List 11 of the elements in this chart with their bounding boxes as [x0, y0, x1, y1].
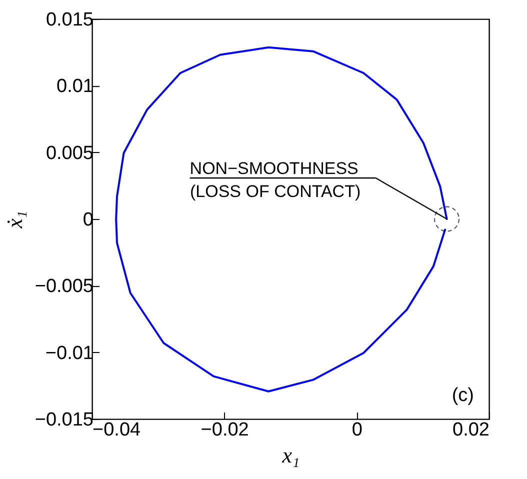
x-axis-title: x₁ — [281, 442, 300, 468]
annotation: NON−SMOOTHNESS — [190, 159, 358, 178]
x-tick-label: 0.02 — [452, 420, 490, 440]
x-tick-label: 0 — [352, 420, 362, 440]
x-tick-label: −0.02 — [200, 420, 249, 440]
y-axis-title: ẋ₁ — [2, 210, 27, 230]
y-tick-label: 0.015 — [46, 10, 94, 30]
annotation: (c) — [452, 385, 474, 406]
annotation: (LOSS OF CONTACT) — [190, 182, 361, 201]
x-tick-label: −0.04 — [92, 420, 142, 440]
y-tick-label: −0.015 — [34, 410, 94, 430]
